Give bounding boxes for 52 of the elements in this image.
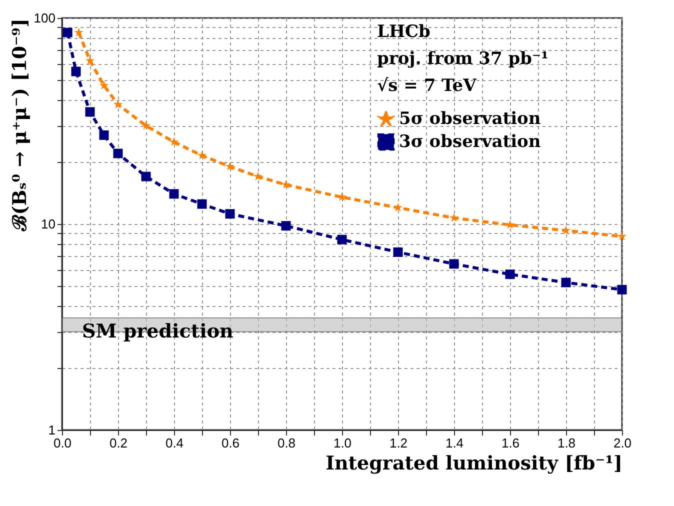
annotation: LHCb bbox=[377, 22, 431, 42]
x-tick-label: 1.4 bbox=[445, 436, 464, 450]
x-tick-label: 1.6 bbox=[501, 436, 520, 450]
point bbox=[197, 199, 207, 209]
x-tick-label: 1.2 bbox=[389, 436, 408, 450]
point bbox=[449, 259, 459, 269]
y-tick-label: 100 bbox=[34, 10, 56, 26]
point bbox=[253, 172, 263, 180]
point bbox=[225, 162, 235, 170]
point bbox=[74, 28, 84, 36]
x-tick-label: 0.8 bbox=[277, 436, 296, 450]
x-tick-label: 0.4 bbox=[165, 436, 184, 450]
point bbox=[99, 80, 109, 90]
point bbox=[85, 107, 95, 117]
point bbox=[561, 226, 571, 234]
point bbox=[85, 56, 95, 65]
point bbox=[617, 284, 627, 294]
point bbox=[505, 270, 515, 280]
x-tick-label: 1.0 bbox=[333, 436, 352, 450]
point bbox=[393, 247, 403, 257]
point bbox=[141, 172, 151, 182]
point bbox=[169, 189, 179, 199]
x-tick-label: 0.0 bbox=[53, 436, 72, 450]
point bbox=[141, 120, 151, 130]
point bbox=[617, 232, 627, 240]
point bbox=[281, 180, 291, 189]
x-tick-label: 0.2 bbox=[109, 436, 128, 450]
point bbox=[393, 202, 403, 212]
point bbox=[62, 28, 72, 38]
point bbox=[337, 234, 347, 244]
point bbox=[113, 100, 123, 108]
point bbox=[169, 137, 179, 146]
legend-label: 5σ observation bbox=[399, 109, 541, 129]
legend-label: 3σ observation bbox=[399, 132, 541, 152]
x-tick-label: 2.0 bbox=[613, 436, 632, 450]
annotation: proj. from 37 pb⁻¹ bbox=[377, 49, 548, 69]
band-label: SM prediction bbox=[82, 320, 234, 343]
point bbox=[449, 213, 459, 222]
point bbox=[99, 130, 109, 140]
point bbox=[281, 221, 291, 231]
point bbox=[197, 150, 207, 160]
x-axis-title: Integrated luminosity [fb⁻¹] bbox=[326, 452, 622, 474]
annotation: √s = 7 TeV bbox=[377, 76, 478, 96]
x-tick-label: 1.8 bbox=[557, 436, 576, 450]
point bbox=[113, 148, 123, 158]
y-tick-label: 10 bbox=[41, 216, 56, 232]
point bbox=[561, 278, 571, 288]
x-tick-label: 0.6 bbox=[221, 436, 240, 450]
point bbox=[225, 209, 235, 219]
y-tick-label: 1 bbox=[48, 422, 56, 438]
y-axis-title: ℬ(Bₛ⁰ → μ⁺μ⁻) [10⁻⁹] bbox=[8, 18, 31, 232]
point bbox=[71, 66, 81, 76]
